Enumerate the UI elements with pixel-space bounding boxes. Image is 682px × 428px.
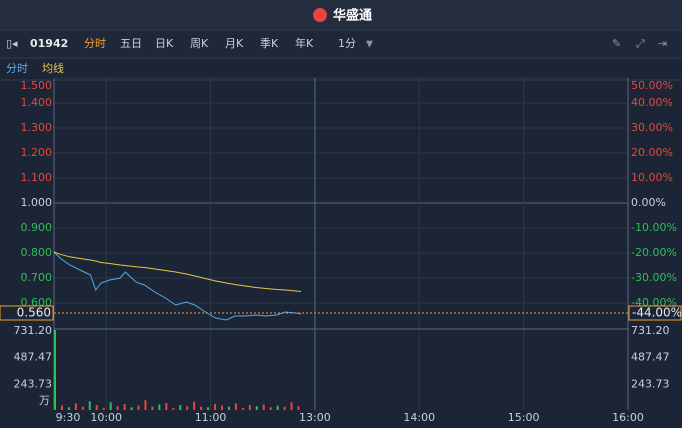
y-tick-label: 1.200 bbox=[21, 146, 53, 159]
tab[interactable]: 日K bbox=[155, 37, 174, 50]
y-tick-label: 0.900 bbox=[21, 221, 53, 234]
y-tick-label: 1.000 bbox=[21, 196, 53, 209]
volume-bar bbox=[60, 405, 63, 410]
y-tick-label: 0.800 bbox=[21, 246, 53, 259]
volume-bar bbox=[248, 405, 251, 410]
volume-bar bbox=[158, 404, 161, 410]
last-price-box bbox=[0, 305, 54, 321]
y2-tick-label: 0.00% bbox=[631, 196, 666, 209]
y2-tick-label: -20.00% bbox=[631, 246, 677, 259]
volume-bar bbox=[123, 403, 126, 410]
x-tick-label: 15:00 bbox=[508, 411, 540, 424]
tab[interactable]: 月K bbox=[225, 37, 244, 50]
volume-bar bbox=[102, 407, 105, 410]
y2-tick-label: -30.00% bbox=[631, 271, 677, 284]
last-change-box bbox=[628, 305, 682, 321]
volume-bar bbox=[290, 402, 293, 410]
volume-bar bbox=[214, 403, 217, 410]
volume-bar bbox=[193, 401, 196, 410]
volume-bar bbox=[88, 401, 91, 410]
tab[interactable]: 年K bbox=[295, 36, 314, 50]
tab[interactable]: 周K bbox=[190, 37, 209, 50]
volume-bar bbox=[137, 405, 140, 410]
y-tick-label: 1.100 bbox=[21, 171, 53, 184]
volume-tick-label: 243.73 bbox=[14, 377, 53, 390]
volume-bar bbox=[234, 403, 237, 410]
volume-tick-label: 487.47 bbox=[14, 351, 53, 364]
volume-bar bbox=[172, 407, 175, 410]
legend-entry[interactable]: 分时 bbox=[6, 62, 28, 75]
y2-tick-label: 20.00% bbox=[631, 146, 673, 159]
volume-bar bbox=[116, 406, 119, 410]
title-bar bbox=[0, 0, 682, 30]
volume-bar bbox=[200, 406, 203, 410]
volume-bar bbox=[227, 406, 230, 410]
volume-bar bbox=[74, 403, 77, 410]
volume-tick-label: 731.20 bbox=[631, 324, 670, 337]
period-select[interactable]: 1分 bbox=[338, 37, 356, 50]
y-tick-label: 1.300 bbox=[21, 121, 53, 134]
volume-unit: 万 bbox=[39, 394, 50, 407]
y2-tick-label: -10.00% bbox=[631, 221, 677, 234]
x-tick-label: 13:00 bbox=[299, 411, 331, 424]
app-title: 华盛通 bbox=[333, 8, 372, 24]
legend-entry[interactable]: 均线 bbox=[42, 61, 64, 75]
volume-tick-label: 487.47 bbox=[631, 351, 670, 364]
exit-icon[interactable]: ⇥ bbox=[658, 37, 667, 50]
y2-tick-label: 50.00% bbox=[631, 79, 673, 92]
volume-bar bbox=[269, 407, 272, 410]
volume-bar bbox=[276, 405, 279, 410]
x-tick-label: 11:00 bbox=[195, 411, 227, 424]
toolbar bbox=[0, 30, 682, 58]
y2-tick-label: 30.00% bbox=[631, 121, 673, 134]
volume-bar bbox=[81, 406, 84, 410]
volume-bar bbox=[179, 405, 182, 410]
back-icon[interactable]: ▯◂ bbox=[6, 37, 18, 50]
volume-bar bbox=[109, 402, 112, 410]
volume-bar bbox=[144, 400, 147, 410]
last-change-label: -44.00% bbox=[632, 306, 682, 320]
volume-bar bbox=[95, 405, 98, 410]
x-tick-label: 14:00 bbox=[403, 411, 435, 424]
fullscreen-icon[interactable]: ⤢ bbox=[636, 37, 645, 50]
tab[interactable]: 五日 bbox=[120, 37, 142, 50]
price-line bbox=[53, 251, 302, 321]
volume-bar bbox=[241, 407, 244, 410]
volume-bar bbox=[297, 406, 300, 410]
volume-bar bbox=[130, 407, 133, 410]
volume-bar bbox=[220, 405, 223, 410]
symbol: 01942 bbox=[30, 37, 68, 50]
edit-icon[interactable]: ✎ bbox=[612, 37, 621, 50]
volume-bar bbox=[165, 402, 168, 410]
volume-bar bbox=[67, 407, 70, 410]
volume-tick-label: 243.73 bbox=[631, 377, 670, 390]
y-tick-label: 0.700 bbox=[21, 271, 53, 284]
x-tick-label: 10:00 bbox=[90, 411, 122, 424]
last-price-label: 0.560 bbox=[17, 306, 51, 320]
volume-bar bbox=[262, 404, 265, 410]
tab[interactable]: 季K bbox=[260, 37, 279, 50]
volume-bar bbox=[255, 406, 258, 410]
volume-bar bbox=[54, 330, 56, 410]
x-tick-label: 16:00 bbox=[612, 411, 644, 424]
volume-bar bbox=[186, 406, 189, 410]
volume-bar bbox=[283, 406, 286, 410]
x-tick-label: 9:30 bbox=[56, 411, 81, 424]
volume-bar bbox=[207, 407, 210, 410]
volume-tick-label: 731.20 bbox=[14, 324, 53, 337]
price-line bbox=[53, 251, 302, 292]
logo-icon bbox=[313, 8, 327, 22]
y2-tick-label: 40.00% bbox=[631, 96, 673, 109]
tab[interactable]: 分时 bbox=[84, 37, 106, 50]
y-tick-label: 1.500 bbox=[21, 79, 53, 92]
dropdown-icon[interactable]: ▼ bbox=[366, 40, 373, 50]
y-tick-label: 1.400 bbox=[21, 96, 53, 109]
volume-bar bbox=[151, 406, 154, 410]
y2-tick-label: 10.00% bbox=[631, 171, 673, 184]
